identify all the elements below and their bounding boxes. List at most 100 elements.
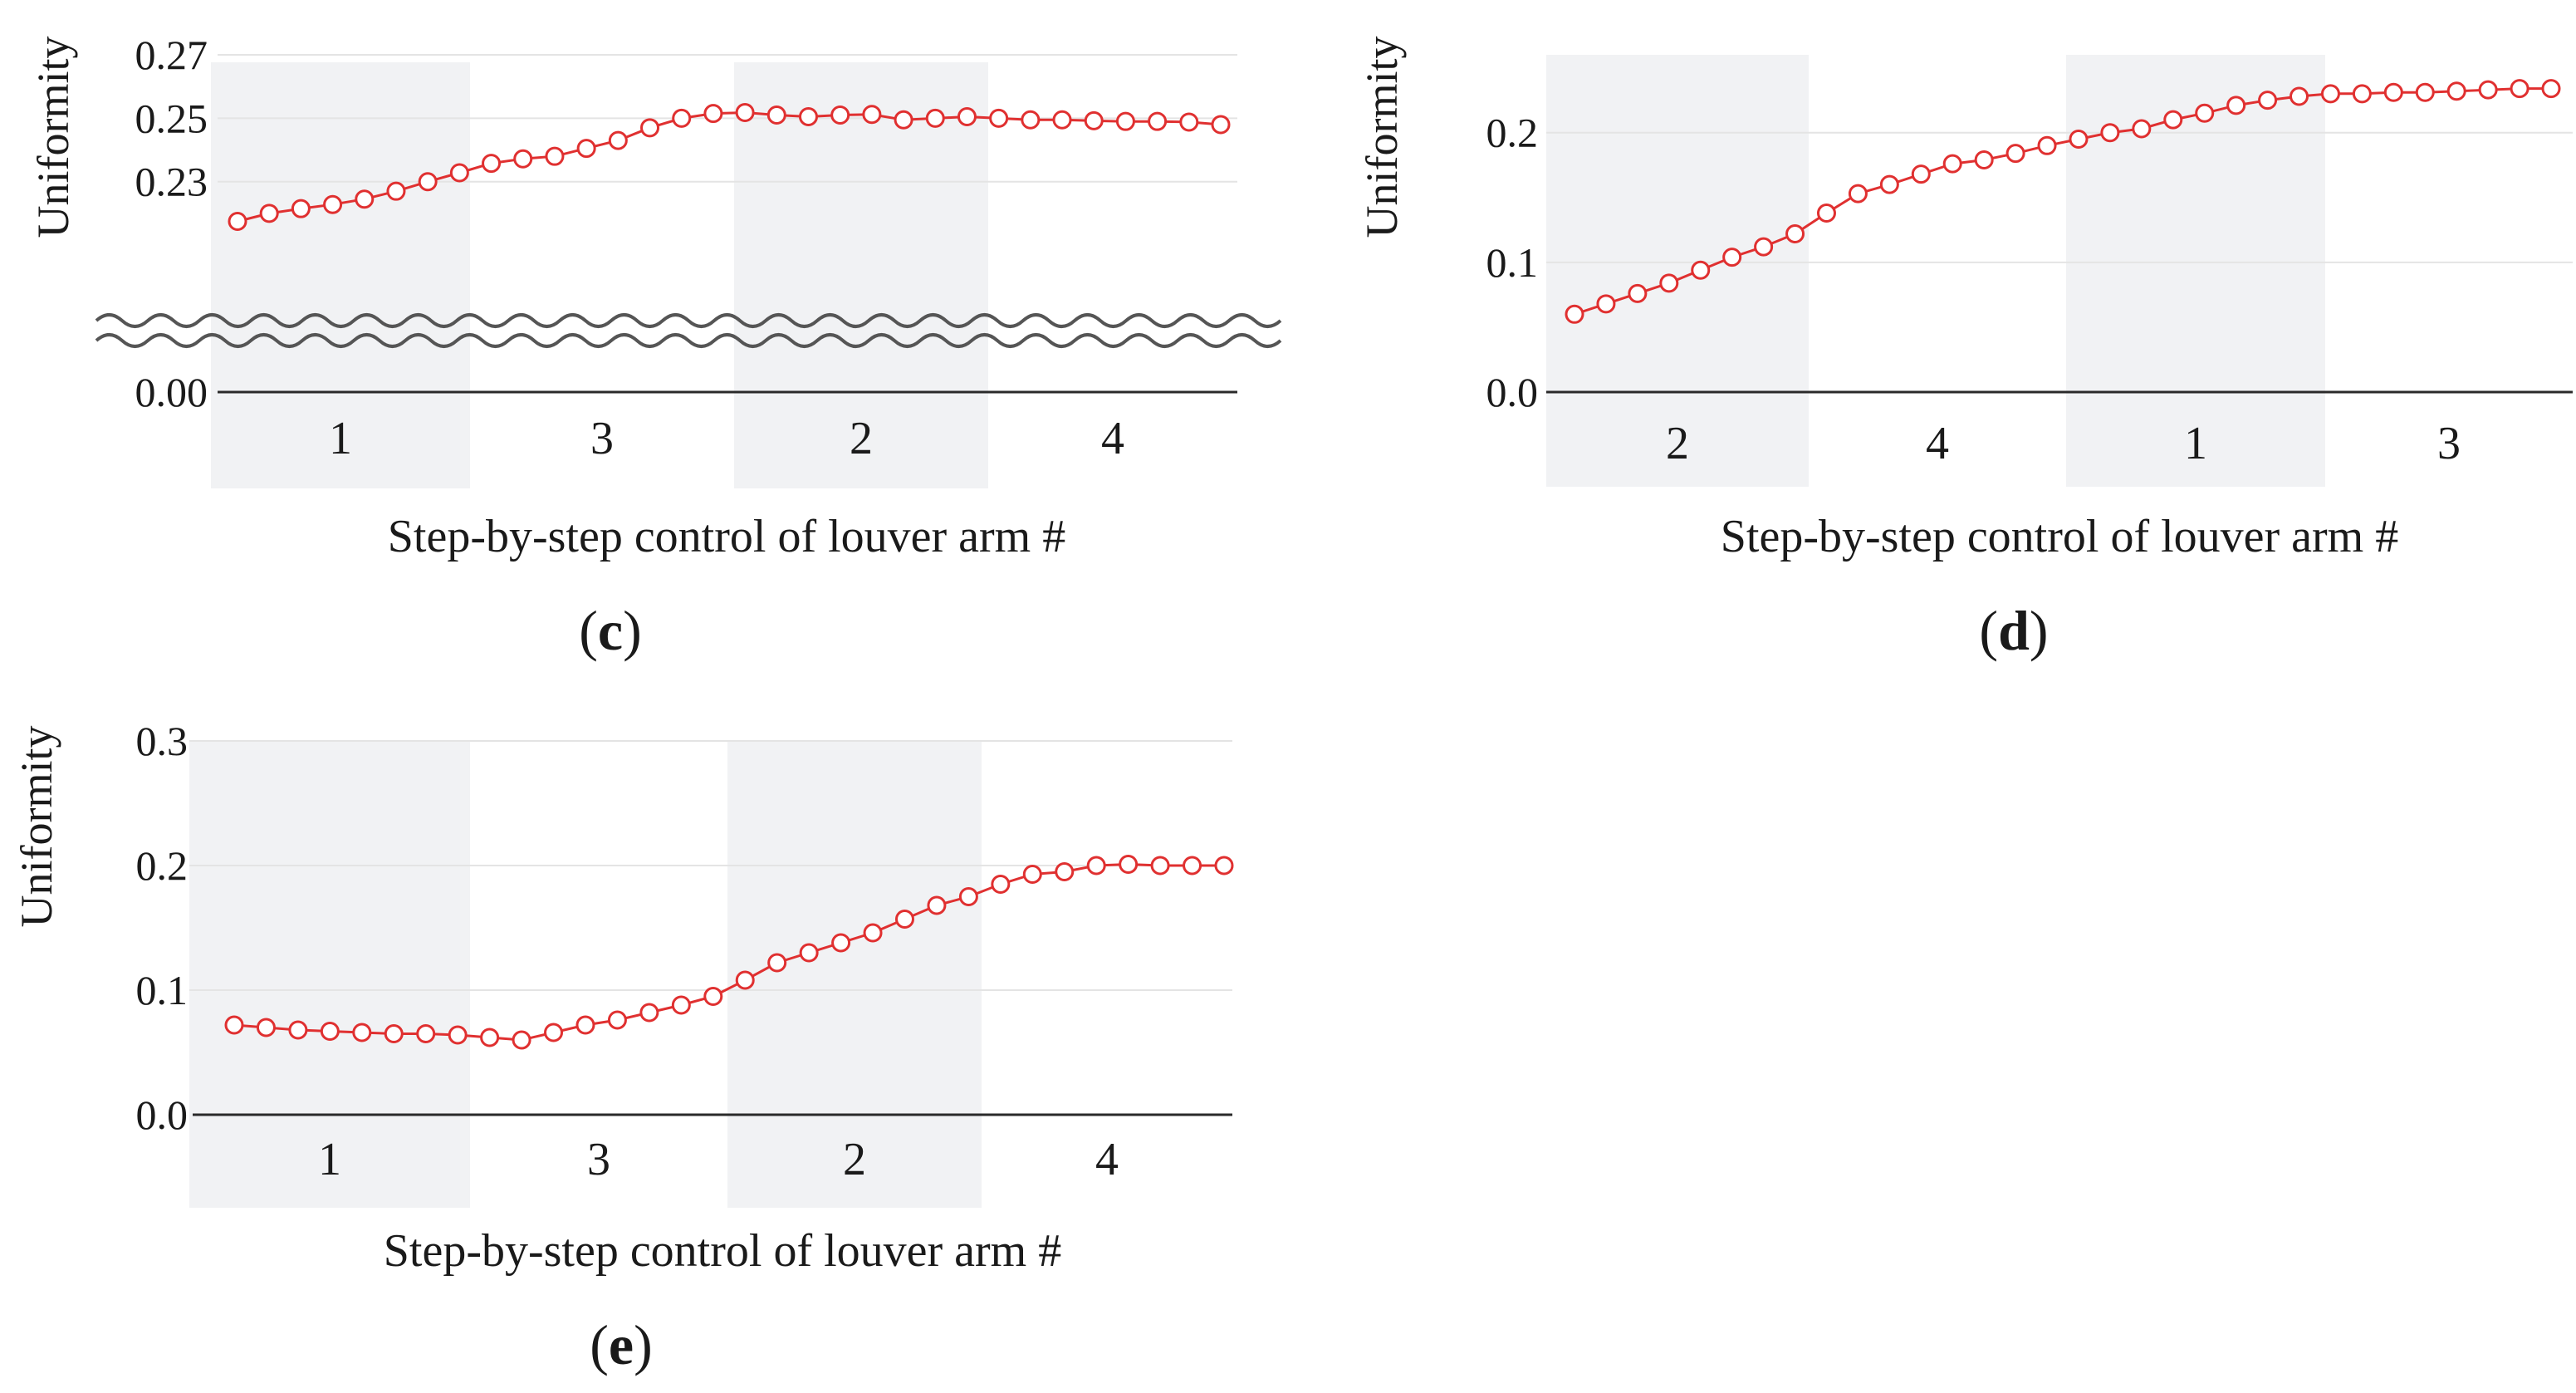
data-point xyxy=(2383,82,2403,102)
data-point xyxy=(323,194,343,214)
data-series xyxy=(1565,79,2561,324)
data-point xyxy=(418,172,438,192)
data-point xyxy=(480,1028,500,1047)
band-label: 1 xyxy=(2184,418,2207,469)
data-point xyxy=(416,1024,436,1043)
y-tick-label: 0.3 xyxy=(136,718,189,764)
data-point xyxy=(607,1010,627,1030)
band-label: 2 xyxy=(850,413,873,464)
y-tick-label: 0.0 xyxy=(1486,369,1539,415)
data-point xyxy=(288,1020,308,1040)
data-point xyxy=(1021,110,1041,130)
band-labels: 1 3 2 4 xyxy=(329,413,1124,464)
data-point xyxy=(2320,84,2340,104)
data-point xyxy=(2226,96,2246,115)
data-point xyxy=(1148,111,1168,131)
data-point xyxy=(799,943,819,963)
data-point xyxy=(291,199,311,218)
data-point xyxy=(608,130,628,150)
band-label: 2 xyxy=(843,1134,866,1185)
chart-panel-c: 0.27 0.25 0.23 0.00 1 3 2 4 Uniformity Step-by… xyxy=(28,32,1282,662)
y-tick-label: 0.1 xyxy=(1486,239,1539,286)
y-axis-label: Uniformity xyxy=(1357,37,1407,238)
data-point xyxy=(1052,110,1072,130)
data-point xyxy=(2069,130,2089,149)
data-point xyxy=(545,146,565,166)
data-point xyxy=(512,1030,531,1050)
data-point xyxy=(2100,123,2120,143)
data-point xyxy=(640,118,660,138)
data-point xyxy=(831,933,851,953)
band-bg-3 xyxy=(734,62,988,488)
band-backgrounds xyxy=(189,741,982,1208)
break-wave-1 xyxy=(95,313,1282,328)
data-point xyxy=(1879,174,1899,194)
data-point xyxy=(1942,154,1962,174)
data-point xyxy=(1183,856,1202,876)
data-point xyxy=(862,105,882,125)
band-backgrounds xyxy=(211,62,988,488)
y-axis-label: Uniformity xyxy=(28,37,78,238)
data-point xyxy=(1754,237,1774,257)
data-point xyxy=(1974,150,1994,169)
data-point xyxy=(830,105,850,125)
caption-letter: e xyxy=(609,1313,634,1376)
data-point xyxy=(448,1025,468,1045)
data-point xyxy=(639,1003,659,1023)
band-bg-3 xyxy=(727,741,982,1208)
data-point xyxy=(2132,119,2152,139)
y-tick-label: 0.2 xyxy=(1486,110,1539,156)
y-tick-labels: 0.3 0.2 0.1 0.0 xyxy=(136,718,189,1138)
y-tick-label: 0.23 xyxy=(135,159,208,205)
panel-caption: (c) xyxy=(579,599,642,662)
data-point xyxy=(576,139,596,159)
x-axis-label: Step-by-step control of louver arm # xyxy=(388,511,1065,562)
data-point xyxy=(228,211,247,231)
data-point xyxy=(1119,855,1139,874)
band-label: 3 xyxy=(587,1134,610,1185)
y-tick-labels: 0.2 0.1 0.0 xyxy=(1486,110,1539,415)
data-point xyxy=(2163,110,2183,130)
data-point xyxy=(894,910,914,929)
data-point xyxy=(2478,80,2498,100)
data-point xyxy=(2415,82,2435,102)
data-point xyxy=(224,1015,244,1035)
band-labels: 1 3 2 4 xyxy=(318,1134,1119,1185)
data-point xyxy=(672,108,692,128)
data-point xyxy=(384,1024,404,1043)
data-point xyxy=(735,102,755,122)
data-point xyxy=(703,987,723,1006)
data-point xyxy=(1659,273,1679,293)
break-wave-2 xyxy=(95,333,1282,348)
data-point xyxy=(1596,294,1616,314)
band-label: 3 xyxy=(2437,418,2461,469)
data-point xyxy=(925,108,945,128)
data-point xyxy=(2446,81,2466,101)
data-point xyxy=(1086,856,1106,876)
band-backgrounds xyxy=(1546,55,2325,487)
data-point xyxy=(2510,79,2529,99)
data-point xyxy=(766,105,786,125)
data-point xyxy=(1785,223,1805,243)
data-point xyxy=(894,110,913,130)
y-tick-label: 0.27 xyxy=(135,32,208,78)
data-point xyxy=(991,875,1011,894)
x-axis-label: Step-by-step control of louver arm # xyxy=(1721,511,2398,562)
x-axis-label: Step-by-step control of louver arm # xyxy=(384,1225,1061,1277)
y-axis-label: Uniformity xyxy=(12,726,61,928)
data-point xyxy=(1691,260,1711,280)
data-point xyxy=(703,104,723,124)
data-point xyxy=(767,953,787,973)
y-tick-label: 0.2 xyxy=(136,842,189,889)
data-point xyxy=(320,1022,340,1041)
data-point xyxy=(575,1015,595,1035)
data-point xyxy=(957,106,977,126)
data-point xyxy=(671,995,691,1015)
data-point xyxy=(2352,84,2372,104)
data-point xyxy=(798,106,818,126)
data-series xyxy=(228,102,1231,231)
data-point xyxy=(927,895,947,915)
band-label: 3 xyxy=(590,413,614,464)
data-point xyxy=(1115,111,1135,131)
data-point xyxy=(2195,103,2215,123)
